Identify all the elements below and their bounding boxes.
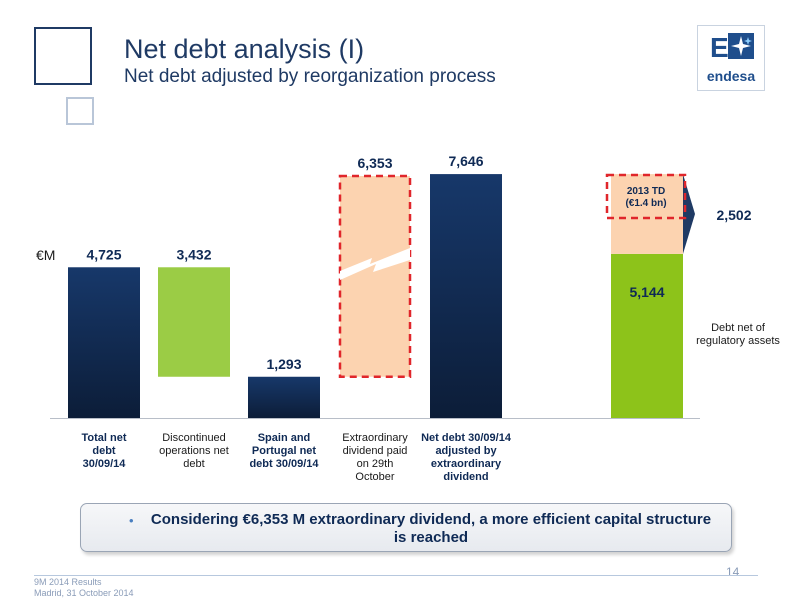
slide-subtitle: Net debt adjusted by reorganization proc… bbox=[124, 66, 496, 87]
category-line: dividend bbox=[443, 471, 489, 483]
logo-star-icon bbox=[728, 33, 754, 59]
category-line: debt bbox=[183, 458, 205, 470]
value-label-6: 5,144 bbox=[629, 284, 664, 300]
category-line: October bbox=[355, 471, 395, 483]
bar-1 bbox=[68, 267, 140, 418]
category-line: Spain and bbox=[257, 432, 311, 444]
endesa-logo: E endesa bbox=[697, 25, 765, 91]
category-line: adjusted by bbox=[435, 445, 497, 457]
logo-mark: E bbox=[710, 32, 729, 63]
segment-value-label: 2,502 bbox=[716, 207, 751, 223]
category-line: 30/09/14 bbox=[82, 458, 126, 470]
highlight-text-1: 2013 TD bbox=[627, 186, 665, 197]
category-label-4: Extraordinary dividend paid on 29th October bbox=[330, 432, 420, 484]
category-label-5: Net debt 30/09/14 adjusted by extraordinar… bbox=[418, 432, 514, 484]
bar-6-top-segment bbox=[611, 174, 683, 254]
category-line: Extraordinary bbox=[342, 432, 408, 444]
axis-break-mark bbox=[340, 248, 410, 280]
page-number: 14 bbox=[726, 565, 740, 579]
value-label-2: 3,432 bbox=[176, 246, 211, 262]
value-label-3: 1,293 bbox=[266, 356, 301, 372]
footer-line-1: 9M 2014 Results bbox=[34, 577, 102, 587]
callout-bullet: • bbox=[129, 513, 134, 528]
category-line: operations net bbox=[159, 445, 229, 457]
decorative-square-small bbox=[66, 97, 94, 125]
value-label-4: 6,353 bbox=[357, 155, 392, 171]
highlight-text-2: (€1.4 bn) bbox=[625, 198, 666, 209]
category-line: Discontinued bbox=[162, 432, 226, 444]
slide-title: Net debt analysis (I) bbox=[124, 34, 365, 64]
category-label-3: Spain and Portugal net debt 30/09/14 bbox=[238, 432, 330, 471]
category-line: Total net bbox=[81, 432, 127, 444]
category-line: Net debt 30/09/14 bbox=[421, 432, 511, 444]
category-label-1: Total net debt 30/09/14 bbox=[52, 432, 156, 471]
callout-box: • Considering €6,353 M extraordinary div… bbox=[80, 503, 732, 552]
footer-line-2: Madrid, 31 October 2014 bbox=[34, 588, 134, 598]
category-line: extraordinary bbox=[430, 458, 502, 470]
category-line: debt bbox=[92, 445, 116, 457]
decorative-square-large bbox=[34, 27, 92, 85]
bar-6 bbox=[611, 253, 683, 418]
category-label-2: Discontinued operations net debt bbox=[144, 432, 244, 471]
value-label-5: 7,646 bbox=[448, 153, 483, 169]
value-label-1: 4,725 bbox=[86, 246, 121, 262]
category-line: debt 30/09/14 bbox=[249, 458, 319, 470]
net-debt-chart: 4,725 3,432 1,293 6,353 7,646 5,144 2,502 2013 … bbox=[50, 153, 752, 419]
bar-5 bbox=[430, 174, 502, 418]
side-note: Debt net of regulatory assets bbox=[696, 322, 780, 347]
category-line: dividend paid bbox=[342, 445, 408, 457]
highlight-box bbox=[605, 173, 687, 220]
callout-text: Considering €6,353 M extraordinary divid… bbox=[150, 511, 712, 546]
bar-4 bbox=[338, 174, 412, 379]
bar-2 bbox=[158, 267, 230, 377]
footer-divider bbox=[34, 575, 758, 576]
category-line: Portugal net bbox=[251, 445, 317, 457]
bar-3 bbox=[248, 376, 320, 418]
category-line: on 29th bbox=[356, 458, 394, 470]
unit-label: €M bbox=[36, 247, 56, 263]
logo-text: endesa bbox=[706, 68, 756, 84]
